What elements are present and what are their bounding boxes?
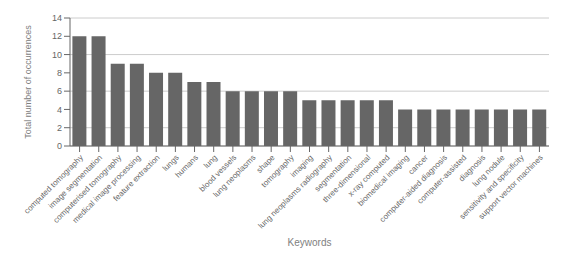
svg-text:Keywords: Keywords	[288, 237, 332, 248]
svg-text:support vector machines: support vector machines	[477, 153, 545, 221]
svg-text:blood vessels: blood vessels	[197, 153, 239, 194]
svg-text:8: 8	[57, 68, 62, 78]
svg-text:lung neoplasms radiography: lung neoplasms radiography	[257, 153, 334, 230]
svg-text:lung neoplasms: lung neoplasms	[211, 153, 257, 199]
svg-text:x-ray computed: x-ray computed	[346, 153, 392, 199]
svg-text:humans: humans	[173, 153, 199, 179]
svg-text:lungs: lungs	[160, 153, 181, 173]
svg-text:computerised tomography: computerised tomography	[51, 153, 124, 225]
svg-text:three-dimensional: three-dimensional	[321, 153, 373, 205]
svg-text:Total number of occurrences: Total number of occurrences	[23, 25, 33, 139]
svg-text:14: 14	[52, 13, 62, 23]
svg-text:computed tomography: computed tomography	[22, 153, 85, 216]
svg-text:shape: shape	[254, 153, 277, 175]
svg-text:segmentation: segmentation	[312, 153, 354, 194]
svg-text:lung nodule: lung nodule	[470, 153, 507, 189]
svg-text:imaging: imaging	[288, 153, 315, 180]
svg-text:sensitivity and specificity: sensitivity and specificity	[457, 153, 526, 222]
svg-text:biomedical imaging: biomedical imaging	[355, 153, 411, 208]
svg-text:12: 12	[52, 31, 62, 41]
svg-text:diagnosis: diagnosis	[457, 153, 488, 184]
svg-text:0: 0	[57, 141, 62, 151]
svg-text:2: 2	[57, 123, 62, 133]
svg-text:tomography: tomography	[259, 153, 296, 190]
svg-text:medical image processing: medical image processing	[70, 153, 143, 225]
svg-text:cancer: cancer	[406, 153, 430, 177]
svg-text:computer-assisted: computer-assisted	[415, 153, 469, 206]
svg-text:4: 4	[57, 105, 62, 115]
svg-text:6: 6	[57, 86, 62, 96]
svg-text:image segmentation: image segmentation	[46, 153, 105, 211]
svg-text:feature extraction: feature extraction	[112, 153, 162, 203]
svg-text:computer-aided diagnosis: computer-aided diagnosis	[377, 153, 450, 225]
svg-text:10: 10	[52, 50, 62, 60]
